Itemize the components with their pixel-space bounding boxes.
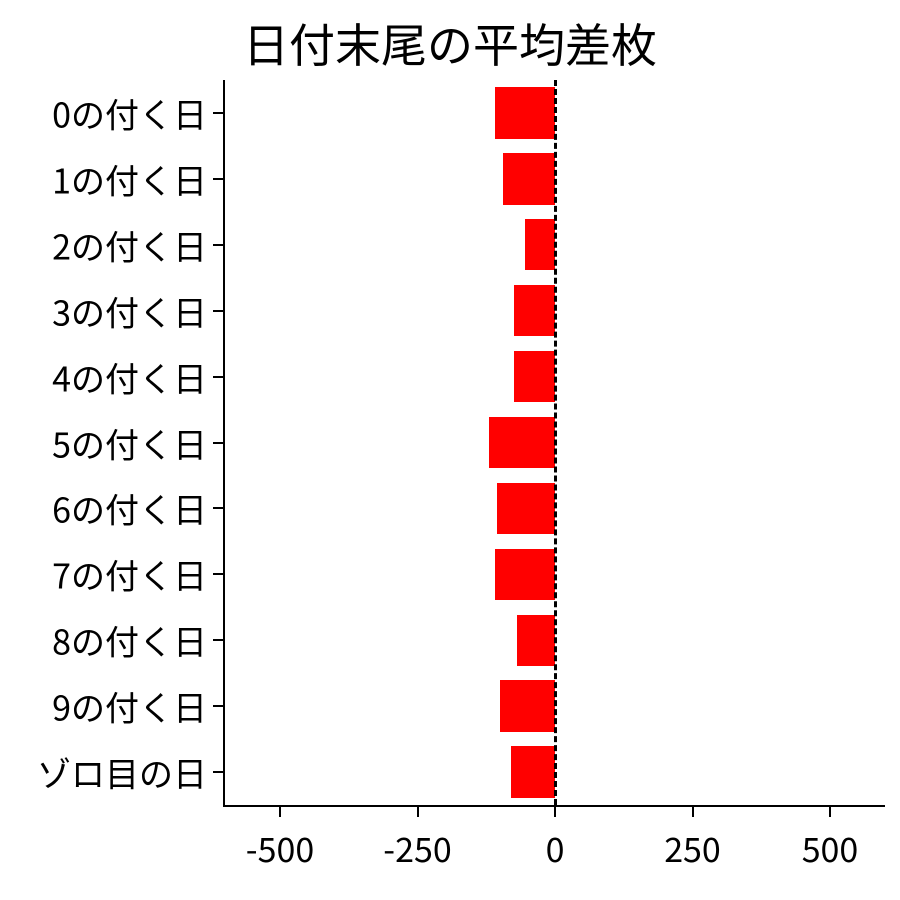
chart-container: 日付末尾の平均差枚 0の付く日1の付く日2の付く日3の付く日4の付く日5の付く日… bbox=[0, 0, 900, 900]
bar bbox=[511, 746, 555, 797]
y-axis-label-text: 3の付く日 bbox=[52, 286, 207, 335]
y-axis-label: 1の付く日 bbox=[52, 154, 207, 203]
y-axis-label: 9の付く日 bbox=[52, 682, 207, 731]
y-tick bbox=[213, 178, 223, 180]
bar bbox=[514, 351, 555, 402]
bar bbox=[495, 87, 556, 138]
y-axis-label-text: 9の付く日 bbox=[52, 682, 207, 731]
y-axis-label: 8の付く日 bbox=[52, 616, 207, 665]
y-axis-label: 7の付く日 bbox=[52, 550, 207, 599]
bar bbox=[525, 219, 555, 270]
y-tick bbox=[213, 244, 223, 246]
y-axis-label: 0の付く日 bbox=[52, 88, 207, 137]
bar bbox=[497, 483, 555, 534]
y-tick bbox=[213, 442, 223, 444]
y-axis-label: 6の付く日 bbox=[52, 484, 207, 533]
y-axis-label-text: 0の付く日 bbox=[52, 88, 207, 137]
y-axis-label: 2の付く日 bbox=[52, 220, 207, 269]
bar bbox=[495, 549, 556, 600]
y-axis-label-text: 8の付く日 bbox=[52, 616, 207, 665]
y-tick bbox=[213, 771, 223, 773]
bar bbox=[514, 285, 555, 336]
x-tick bbox=[829, 807, 831, 817]
y-axis-label-text: 2の付く日 bbox=[52, 220, 207, 269]
y-tick bbox=[213, 310, 223, 312]
y-tick bbox=[213, 376, 223, 378]
y-tick bbox=[213, 705, 223, 707]
y-axis-label-text: 1の付く日 bbox=[52, 154, 207, 203]
y-axis-line bbox=[223, 80, 225, 805]
bar bbox=[503, 153, 555, 204]
x-axis-label: -250 bbox=[383, 823, 451, 872]
y-tick bbox=[213, 573, 223, 575]
bar bbox=[489, 417, 555, 468]
y-tick bbox=[213, 639, 223, 641]
x-tick bbox=[554, 807, 556, 817]
y-axis-label-text: ゾロ目の日 bbox=[37, 748, 207, 797]
y-tick bbox=[213, 507, 223, 509]
x-tick bbox=[692, 807, 694, 817]
x-axis-label: 0 bbox=[546, 823, 565, 872]
y-axis-label-text: 4の付く日 bbox=[52, 352, 207, 401]
y-axis-label: ゾロ目の日 bbox=[37, 748, 207, 797]
y-tick bbox=[213, 112, 223, 114]
y-axis-label: 5の付く日 bbox=[52, 418, 207, 467]
chart-title: 日付末尾の平均差枚 bbox=[0, 10, 900, 76]
x-axis-label: 500 bbox=[802, 823, 859, 872]
x-tick bbox=[417, 807, 419, 817]
y-axis-label-text: 6の付く日 bbox=[52, 484, 207, 533]
y-axis-label-text: 7の付く日 bbox=[52, 550, 207, 599]
x-axis-label: 250 bbox=[664, 823, 721, 872]
y-axis-label: 4の付く日 bbox=[52, 352, 207, 401]
y-axis-label-text: 5の付く日 bbox=[52, 418, 207, 467]
plot-area: 0の付く日1の付く日2の付く日3の付く日4の付く日5の付く日6の付く日7の付く日… bbox=[225, 80, 885, 805]
x-tick bbox=[279, 807, 281, 817]
x-axis-label: -500 bbox=[246, 823, 314, 872]
bar bbox=[517, 615, 556, 666]
bar bbox=[500, 680, 555, 731]
y-axis-label: 3の付く日 bbox=[52, 286, 207, 335]
zero-line bbox=[554, 80, 557, 805]
